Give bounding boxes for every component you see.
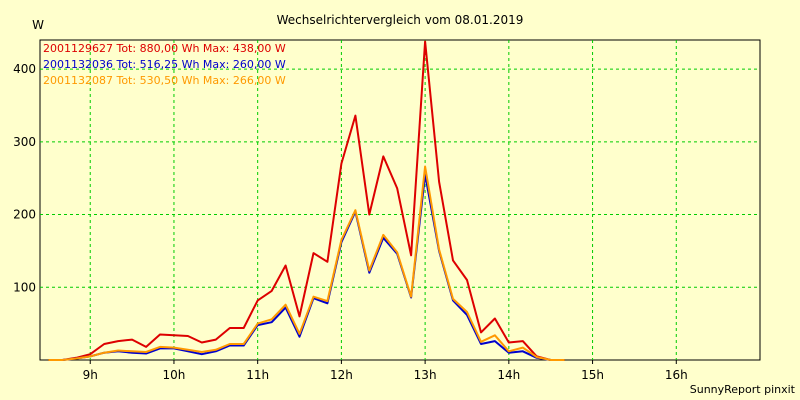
legend-entry-2: 2001132036 Tot: 516,25 Wh Max: 260,00 W: [43, 58, 286, 71]
y-tick-label: 400: [13, 62, 36, 76]
tick-labels: 9h 10h 11h 12h 13h 14h 15h 16h 100 200 300 400: [13, 62, 688, 382]
y-tick-label: 300: [13, 135, 36, 149]
series-line-2001132087: [48, 165, 565, 361]
x-tick-label: 12h: [330, 368, 353, 382]
footer-credit: SunnyReport pinxit: [690, 383, 796, 396]
legend-entry-1: 2001129627 Tot: 880,00 Wh Max: 438,00 W: [43, 42, 286, 55]
y-tick-label: 200: [13, 208, 36, 222]
series-layer: [48, 40, 565, 361]
series-line-2001129627: [48, 40, 565, 361]
grid: [40, 40, 760, 360]
x-tick-label: 14h: [497, 368, 520, 382]
y-tick-label: 100: [13, 280, 36, 294]
chart-title: Wechselrichtervergleich vom 08.01.2019: [277, 13, 524, 27]
x-tick-label: 16h: [665, 368, 688, 382]
x-tick-label: 11h: [246, 368, 269, 382]
x-tick-label: 10h: [163, 368, 186, 382]
legend-entry-3: 2001132087 Tot: 530,50 Wh Max: 266,00 W: [43, 74, 286, 87]
x-tick-label: 13h: [414, 368, 437, 382]
x-tick-label: 9h: [83, 368, 98, 382]
y-axis-label: W: [32, 18, 44, 32]
x-tick-label: 15h: [581, 368, 604, 382]
